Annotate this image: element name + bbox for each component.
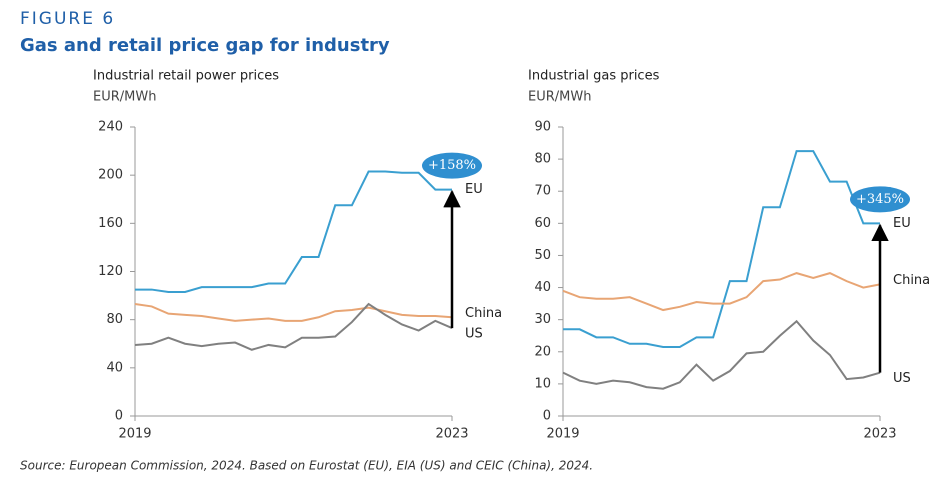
series-label: EU (465, 182, 483, 197)
series-line (562, 319, 881, 390)
series-line (134, 302, 453, 351)
figure-label: FIGURE 6 (20, 9, 115, 29)
y-tick-label: 20 (534, 344, 551, 359)
series-label: EU (893, 216, 911, 231)
y-tick-label: 80 (106, 312, 123, 327)
series-line (135, 170, 452, 293)
x-tick-label: 2023 (435, 427, 468, 442)
x-tick-label: 2019 (546, 427, 579, 442)
panel-title: Industrial gas prices (528, 69, 660, 84)
y-tick-label: 240 (98, 120, 123, 135)
y-tick-label: 200 (98, 168, 123, 183)
y-tick-label: 90 (534, 120, 551, 135)
y-tick-label: 30 (534, 312, 551, 327)
figure-title: Gas and retail price gap for industry (20, 35, 390, 56)
series-line (562, 272, 881, 312)
y-tick-label: 0 (115, 409, 123, 424)
y-tick-label: 50 (534, 248, 551, 263)
series-line (134, 303, 453, 322)
series-label: China (893, 273, 930, 288)
y-tick-label: 80 (534, 152, 551, 167)
y-tick-label: 40 (534, 280, 551, 295)
source-note: Source: European Commission, 2024. Based… (20, 459, 593, 473)
panel-title: Industrial retail power prices (93, 69, 279, 84)
y-tick-label: 160 (98, 216, 123, 231)
y-tick-label: 40 (106, 360, 123, 375)
y-tick-label: 10 (534, 376, 551, 391)
y-tick-label: 60 (534, 216, 551, 231)
series-label: China (465, 306, 502, 321)
x-tick-label: 2023 (863, 427, 896, 442)
annotation-badge (850, 186, 910, 213)
annotation-badge (422, 152, 482, 179)
y-axis-label: EUR/MWh (93, 90, 156, 105)
y-tick-label: 0 (543, 409, 551, 424)
annotation: +345% (856, 192, 904, 207)
annotation: +158% (428, 158, 476, 173)
y-tick-label: 70 (534, 184, 551, 199)
series-label: US (465, 327, 483, 342)
y-axis-label: EUR/MWh (528, 90, 591, 105)
series-line (563, 150, 880, 348)
series-label: US (893, 371, 911, 386)
x-tick-label: 2019 (118, 427, 151, 442)
y-tick-label: 120 (98, 264, 123, 279)
